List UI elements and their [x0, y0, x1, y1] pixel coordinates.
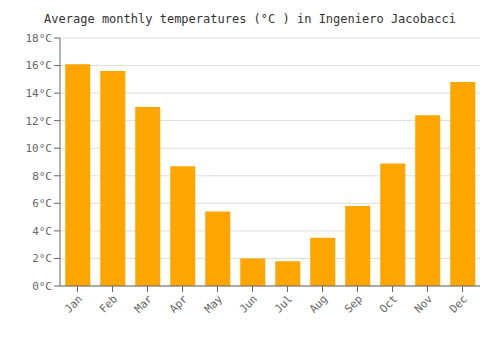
svg-text:12°C: 12°C [26, 115, 53, 128]
svg-text:14°C: 14°C [26, 87, 53, 100]
svg-text:Dec: Dec [447, 292, 470, 315]
svg-text:8°C: 8°C [32, 170, 52, 183]
svg-text:16°C: 16°C [26, 59, 53, 72]
svg-text:10°C: 10°C [26, 142, 53, 155]
svg-text:2°C: 2°C [32, 252, 52, 265]
html-text:Average monthly temperatures (: Average monthly temperatures (°C ) in In… [44, 12, 456, 26]
svg-text:Mar: Mar [132, 292, 156, 316]
svg-text:Jun: Jun [237, 292, 260, 315]
svg-text:Apr: Apr [167, 292, 191, 316]
svg-text:18°C: 18°C [26, 32, 53, 45]
svg-text:4°C: 4°C [32, 225, 52, 238]
svg-text:Nov: Nov [412, 292, 436, 316]
svg-text:Jul: Jul [272, 292, 295, 315]
svg-text:Feb: Feb [97, 292, 120, 315]
svg-text:0°C: 0°C [32, 280, 52, 293]
svg-text:Oct: Oct [377, 292, 400, 315]
svg-text:Sep: Sep [342, 292, 365, 315]
svg-text:May: May [202, 292, 226, 316]
svg-text:Jan: Jan [62, 292, 85, 315]
svg-text:6°C: 6°C [32, 197, 52, 210]
svg-text:Aug: Aug [307, 292, 330, 315]
